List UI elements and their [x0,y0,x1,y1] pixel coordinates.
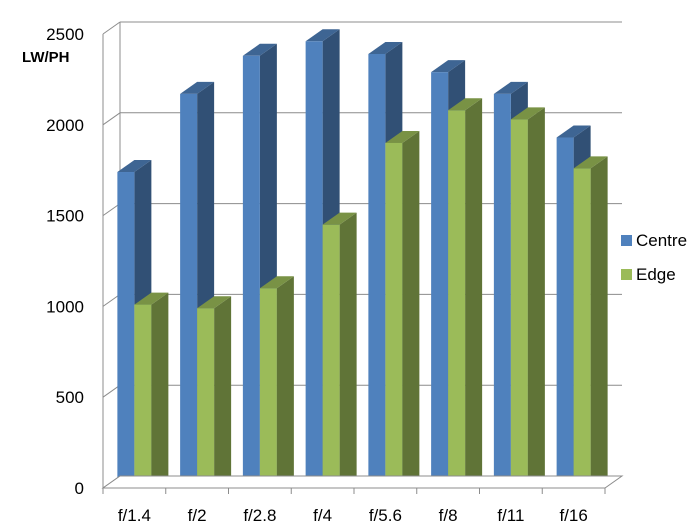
bar-top-face [510,107,545,120]
bar-edge [448,98,483,488]
bar-top-face [197,296,232,309]
bar-side-face [402,130,420,488]
bar-edge [573,156,608,488]
bar-front-face [448,110,466,488]
bar-top-face [385,130,420,143]
x-tick-label: f/2 [188,506,207,524]
bar-front-face [305,41,323,488]
legend-swatch-centre [621,235,632,246]
bar-edge [134,292,169,488]
bar-side-face [465,98,483,488]
y-tick-label: 0 [75,479,84,498]
bar-edge [322,212,357,488]
bar-top-face [368,41,403,54]
bar-top-face [305,29,340,42]
bar-top-face [573,156,608,169]
bar-front-face [431,72,449,489]
axis-layer: 0 500 1000 1500 2000 2500 f/1.4 f/2 f/2.8 f/4 f/5.… [46,25,624,525]
y-tick-label: 2000 [46,116,84,135]
bar-top-face [556,125,591,138]
bar-front-face [117,172,135,489]
y-axis-label: LW/PH [22,49,70,66]
bar-front-face [322,224,340,488]
bar-front-face [493,93,511,488]
bar-front-face [134,304,152,488]
bar-side-face [339,212,357,488]
bar-edge [259,276,294,488]
gridline-side [102,203,121,217]
bar-front-face [242,55,260,489]
bar-side-face [527,107,545,489]
bar-front-face [259,288,277,488]
x-tick-label: f/8 [439,506,458,524]
bar-side-face [276,276,294,488]
gridline-side [102,21,121,35]
bar-top-face [117,160,152,173]
y-tick-label: 500 [56,388,84,407]
x-tick-label: f/11 [497,506,524,524]
y-tick-label: 2500 [46,25,84,44]
legend: Centre Edge [621,231,687,284]
bar-side-face [590,156,608,488]
x-tick-label: f/2.8 [243,506,276,524]
bar-side-face [151,292,169,488]
bar-top-face [134,292,169,305]
bar-front-face [368,53,386,488]
bar-front-face [385,142,403,488]
gridline-side [102,112,121,126]
bar-front-face [197,308,215,488]
bar-edge [510,107,545,489]
bar-front-face [180,93,198,488]
bars-layer [117,29,608,489]
x-tick-label: f/16 [559,506,587,524]
bar-front-face [510,119,528,489]
legend-label-centre: Centre [636,231,687,250]
x-tick-label: f/1.4 [118,506,151,524]
bar-top-face [180,81,215,94]
bar-front-face [573,168,591,488]
legend-label-edge: Edge [636,265,676,284]
bar-top-face [322,212,357,225]
bar-edge [197,296,232,488]
bar-front-face [556,137,574,488]
gridline-side [102,293,121,307]
bar-top-face [242,43,277,56]
chart-floor [101,475,624,489]
gridline-side [102,384,121,398]
legend-swatch-edge [621,269,632,280]
bar-top-face [259,276,294,289]
x-tick-label: f/5.6 [369,506,402,524]
bar-edge [385,130,420,488]
y-tick-label: 1500 [46,207,84,226]
bar-top-face [431,60,466,73]
bar-top-face [493,81,528,94]
bar-side-face [214,296,232,488]
x-tick-label: f/4 [313,506,332,524]
bar-top-face [448,98,483,111]
y-tick-label: 1000 [46,297,84,316]
